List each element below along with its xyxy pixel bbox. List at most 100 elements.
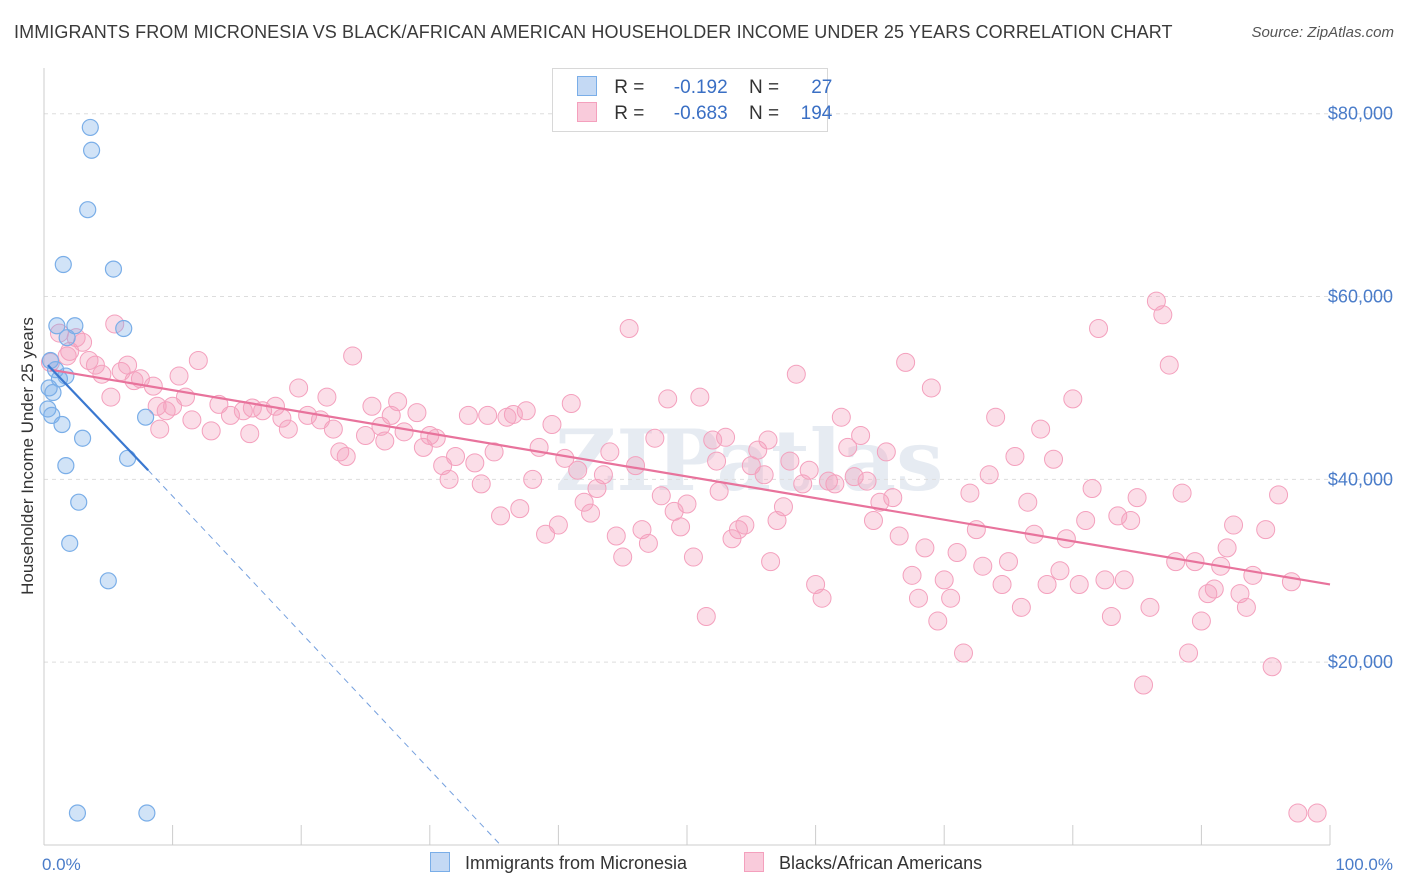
point-black-130 bbox=[1018, 492, 1038, 512]
point-black-79 bbox=[690, 387, 710, 407]
point-black-172 bbox=[60, 341, 80, 361]
point-micronesia-3 bbox=[54, 255, 72, 274]
point-black-143 bbox=[1101, 606, 1121, 626]
point-black-11 bbox=[188, 351, 208, 371]
point-black-186 bbox=[758, 430, 778, 450]
point-black-140 bbox=[1082, 478, 1102, 498]
point-black-148 bbox=[1134, 675, 1154, 695]
point-black-116 bbox=[928, 611, 948, 631]
point-black-89 bbox=[754, 465, 774, 485]
x-tick-label-1: 100.0% bbox=[1335, 855, 1393, 874]
point-black-108 bbox=[876, 442, 896, 462]
point-black-103 bbox=[844, 467, 864, 487]
point-black-166 bbox=[1256, 520, 1276, 540]
point-black-137 bbox=[1063, 389, 1083, 409]
point-black-164 bbox=[1236, 597, 1256, 617]
point-black-17 bbox=[201, 421, 221, 441]
point-black-80 bbox=[696, 606, 716, 626]
point-black-145 bbox=[1114, 570, 1134, 590]
point-black-52 bbox=[516, 401, 536, 421]
point-black-162 bbox=[1224, 515, 1244, 535]
point-black-98 bbox=[812, 588, 832, 608]
point-micronesia-18 bbox=[118, 449, 137, 467]
point-black-118 bbox=[941, 588, 961, 608]
point-micronesia-1 bbox=[82, 141, 101, 159]
point-black-82 bbox=[709, 481, 729, 501]
point-black-128 bbox=[1005, 447, 1025, 466]
point-black-12 bbox=[101, 387, 121, 407]
point-black-15 bbox=[182, 410, 202, 430]
legend-r-label-2: R = bbox=[614, 103, 645, 124]
point-black-117 bbox=[934, 570, 954, 590]
point-black-44 bbox=[446, 447, 466, 466]
point-black-123 bbox=[973, 556, 993, 576]
point-black-16 bbox=[150, 419, 170, 439]
y-axis-label: Householder Income Under 25 years bbox=[18, 317, 37, 595]
point-black-62 bbox=[581, 503, 601, 523]
point-black-106 bbox=[863, 510, 883, 530]
point-black-67 bbox=[613, 547, 633, 567]
point-black-124 bbox=[979, 465, 999, 485]
point-micronesia-25 bbox=[58, 329, 76, 347]
point-black-24 bbox=[278, 419, 298, 439]
point-black-173 bbox=[73, 332, 93, 352]
point-black-161 bbox=[1217, 538, 1237, 558]
bottom-legend-label-2: Blacks/African Americans bbox=[779, 853, 983, 873]
point-black-55 bbox=[536, 524, 556, 544]
point-black-112 bbox=[902, 565, 922, 585]
point-micronesia-15 bbox=[53, 415, 71, 434]
point-black-72 bbox=[645, 428, 665, 448]
point-micronesia-17 bbox=[57, 457, 75, 475]
chart-title: IMMIGRANTS FROM MICRONESIA VS BLACK/AFRI… bbox=[14, 22, 1173, 42]
point-black-141 bbox=[1089, 319, 1109, 339]
point-black-174 bbox=[85, 355, 105, 375]
point-micronesia-0 bbox=[81, 118, 99, 137]
point-black-100 bbox=[825, 474, 845, 494]
point-black-31 bbox=[336, 447, 356, 466]
point-black-170 bbox=[1288, 803, 1308, 823]
point-black-66 bbox=[606, 526, 626, 546]
point-black-121 bbox=[960, 483, 980, 503]
point-black-152 bbox=[1159, 355, 1179, 375]
point-black-94 bbox=[786, 364, 806, 384]
point-black-38 bbox=[394, 422, 414, 442]
point-black-47 bbox=[478, 405, 498, 425]
point-black-114 bbox=[915, 538, 935, 558]
point-micronesia-7 bbox=[115, 319, 133, 338]
point-black-53 bbox=[523, 469, 543, 489]
point-black-168 bbox=[1269, 485, 1289, 505]
legend-n-label-1: N = bbox=[748, 77, 780, 98]
point-black-138 bbox=[1069, 574, 1089, 594]
point-black-73 bbox=[651, 486, 671, 506]
point-black-83 bbox=[716, 427, 736, 447]
point-black-56 bbox=[542, 415, 562, 435]
point-black-71 bbox=[638, 533, 658, 553]
point-black-142 bbox=[1095, 570, 1115, 590]
bottom-swatch-blue bbox=[430, 852, 450, 872]
point-black-88 bbox=[748, 440, 768, 460]
point-black-96 bbox=[799, 460, 819, 480]
point-black-110 bbox=[889, 526, 909, 546]
point-micronesia-21 bbox=[99, 572, 117, 590]
point-black-76 bbox=[671, 517, 691, 537]
point-black-107 bbox=[870, 492, 890, 512]
point-black-153 bbox=[1166, 552, 1186, 572]
point-black-101 bbox=[831, 407, 851, 427]
point-black-45 bbox=[458, 405, 478, 425]
point-black-74 bbox=[658, 389, 678, 409]
point-black-139 bbox=[1076, 510, 1096, 530]
point-black-13 bbox=[147, 396, 167, 416]
point-black-147 bbox=[1127, 488, 1147, 508]
point-micronesia-16 bbox=[73, 429, 92, 447]
point-black-111 bbox=[896, 352, 916, 372]
point-black-28 bbox=[317, 387, 337, 407]
point-black-133 bbox=[1037, 574, 1057, 594]
point-black-146 bbox=[1121, 510, 1141, 530]
point-black-171 bbox=[1307, 803, 1327, 823]
point-black-49 bbox=[491, 506, 511, 526]
point-micronesia-26 bbox=[44, 383, 62, 402]
point-black-64 bbox=[593, 465, 613, 485]
y-tick-label-3: $80,000 bbox=[1328, 104, 1393, 124]
y-tick-label-0: $20,000 bbox=[1328, 652, 1393, 672]
